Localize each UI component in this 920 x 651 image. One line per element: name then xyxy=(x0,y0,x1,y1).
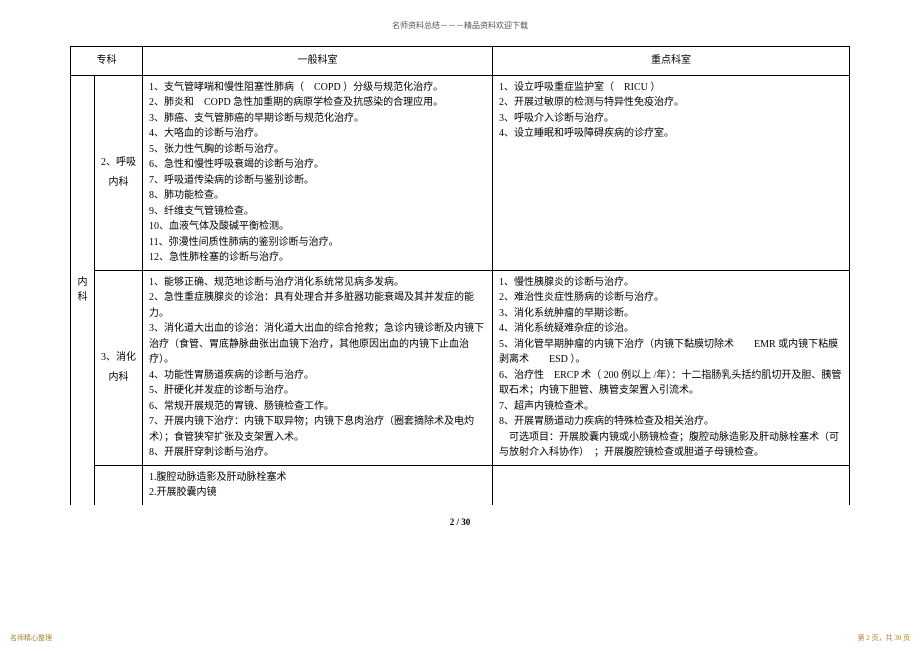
footer-left: 名师精心整理 xyxy=(10,633,52,643)
footer-right: 第 2 页，共 30 页 xyxy=(858,633,911,643)
sub-dept-label xyxy=(95,465,143,505)
sub-dept-label: 3、消化内科 xyxy=(95,270,143,465)
department-table: 专科 一般科室 重点科室 内科 2、呼吸内科 1、支气管哮喘和慢性阻塞性肺病（ … xyxy=(70,46,850,505)
vertical-category: 内科 xyxy=(71,75,95,505)
key-content: 1、慢性胰腺炎的诊断与治疗。2、难治性炎症性肠病的诊断与治疗。3、消化系统肿瘤的… xyxy=(493,270,850,465)
general-content: 1.腹腔动脉造影及肝动脉栓塞术2.开展胶囊内镜 xyxy=(143,465,493,505)
header-specialty: 专科 xyxy=(71,47,143,76)
general-content: 1、支气管哮喘和慢性阻塞性肺病（ COPD ）分级与规范化治疗。2、肺炎和 CO… xyxy=(143,75,493,270)
table-row: 3、消化内科 1、能够正确、规范地诊断与治疗消化系统常见病多发病。2、急性重症胰… xyxy=(71,270,850,465)
header-key: 重点科室 xyxy=(493,47,850,76)
sub-dept-label: 2、呼吸内科 xyxy=(95,75,143,270)
general-content: 1、能够正确、规范地诊断与治疗消化系统常见病多发病。2、急性重症胰腺炎的诊治：具… xyxy=(143,270,493,465)
header-general: 一般科室 xyxy=(143,47,493,76)
key-content xyxy=(493,465,850,505)
table-row: 内科 2、呼吸内科 1、支气管哮喘和慢性阻塞性肺病（ COPD ）分级与规范化治… xyxy=(71,75,850,270)
table-header-row: 专科 一般科室 重点科室 xyxy=(71,47,850,76)
table-row: 1.腹腔动脉造影及肝动脉栓塞术2.开展胶囊内镜 xyxy=(71,465,850,505)
key-content: 1、设立呼吸重症监护室（ RICU ）2、开展过敏原的检测与特异性免疫治疗。3、… xyxy=(493,75,850,270)
page-header: 名师资料总结－－－精品资料欢迎下载 xyxy=(70,20,850,31)
page-number: 2 / 30 xyxy=(70,517,850,527)
